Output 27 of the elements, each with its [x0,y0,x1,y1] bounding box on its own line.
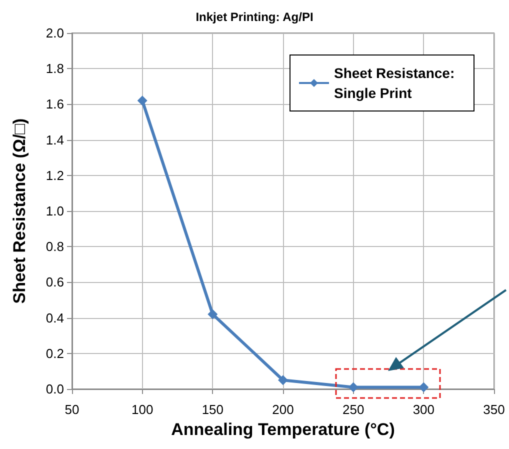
y-axis-title: Sheet Resistance (Ω/□) [10,118,29,304]
y-tick-label: 2.0 [46,26,64,40]
chart-title: Inkjet Printing: Ag/PI [196,10,314,24]
y-tick-label: 0.6 [46,274,64,290]
y-tick-label: 0.4 [46,310,64,326]
point [208,309,218,320]
point [278,375,288,386]
x-tick-label: 200 [272,402,294,417]
x-tick-label: 100 [131,402,154,417]
y-tick-label: 1.2 [46,168,64,183]
y-tick-label: 1.6 [46,96,64,112]
point [348,382,358,392]
point [418,382,429,392]
y-tick-label: 0.0 [46,382,64,396]
x-tick-label: 250 [342,402,364,417]
y-tick-label: 1.8 [46,61,64,76]
x-tick-label: 350 [483,402,505,417]
legend-label: Sheet Resistance: Single Print [334,65,458,101]
y-tick-label: 0.2 [46,346,64,361]
x-tick-label: 300 [412,402,435,417]
x-axis-title: Annealing Temperature (°C) [171,420,395,439]
y-tick-label: 1.0 [46,204,64,218]
x-tick-label: 150 [202,402,224,417]
y-tick-label: 0.8 [46,239,64,254]
y-tick-label: 1.4 [46,132,64,148]
point [137,96,148,106]
x-tick-label: 50 [64,402,80,417]
